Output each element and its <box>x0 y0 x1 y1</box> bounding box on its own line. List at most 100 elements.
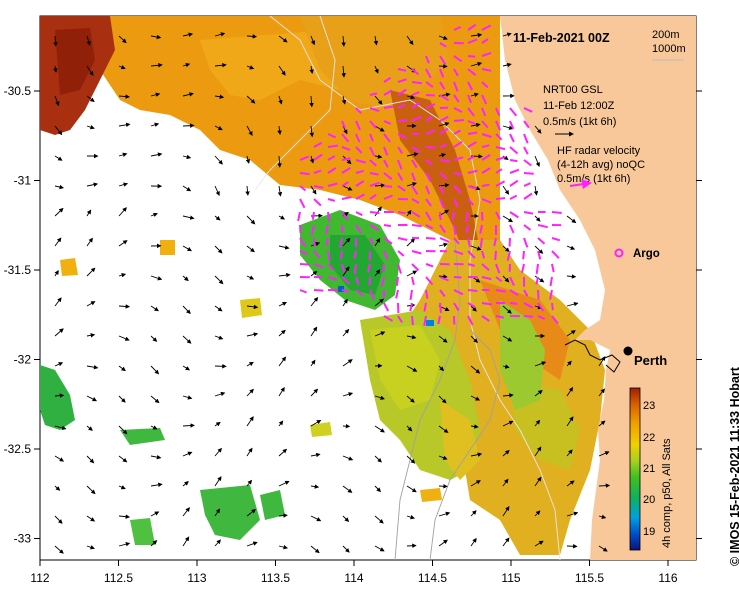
model-arrow <box>118 240 128 247</box>
radar-arrow <box>325 224 329 235</box>
model-arrow <box>470 61 483 67</box>
model-arrow <box>86 515 96 522</box>
radar-arrow <box>551 211 562 214</box>
radar-arrow <box>481 68 492 72</box>
model-arrow <box>86 395 98 402</box>
model-arrow <box>438 153 446 158</box>
model-arrow <box>182 62 191 68</box>
model-arrow <box>182 32 194 37</box>
radar-arrow <box>481 315 490 322</box>
model-arrow <box>341 95 347 105</box>
model-arrow <box>278 448 288 457</box>
radar-arrow <box>411 185 419 195</box>
radar-arrow <box>467 289 478 292</box>
radar-arrow <box>380 276 385 287</box>
model-arrow <box>374 65 379 74</box>
radar-arrow <box>439 68 445 78</box>
radar-arrow <box>509 133 515 143</box>
radar-arrow <box>397 211 406 215</box>
radar-arrow <box>467 94 473 104</box>
radar-arrow <box>453 224 457 235</box>
model-arrow <box>118 335 130 341</box>
radar-arrow <box>411 115 422 122</box>
radar-arrow <box>537 315 546 320</box>
model-arrow <box>278 386 285 397</box>
model-arrow <box>470 395 481 401</box>
radar-arrow <box>383 146 389 156</box>
model-arrow <box>374 545 385 552</box>
radar-arrow <box>299 224 302 234</box>
radar-arrow <box>453 68 459 77</box>
radar-arrow <box>425 159 433 166</box>
model-arrow <box>214 305 223 312</box>
model-arrow <box>342 298 348 307</box>
model-arrow <box>566 330 576 337</box>
model-arrow <box>182 275 189 282</box>
model-arrow <box>470 510 477 517</box>
radar-arrow <box>495 211 501 220</box>
radar-arrow <box>451 211 455 221</box>
radar-arrow <box>397 119 408 122</box>
radar-arrow <box>495 289 506 293</box>
radar-arrow <box>397 78 407 83</box>
radar-arrow <box>411 172 416 182</box>
model-arrow <box>118 65 126 70</box>
radar-arrow <box>383 315 393 322</box>
model-arrow <box>118 152 128 157</box>
radar-arrow <box>453 129 461 135</box>
model-arrow <box>182 154 192 160</box>
model-arrow <box>470 245 482 251</box>
model-arrow <box>598 451 610 457</box>
colorbar-tick: 22 <box>643 432 655 444</box>
radar-arrow <box>411 224 422 228</box>
radar-arrow <box>355 224 362 234</box>
radar-arrow <box>311 224 315 235</box>
radar-arrow <box>523 237 529 248</box>
model-arrow <box>53 35 58 47</box>
radar-arrow <box>522 250 525 260</box>
radar-arrow <box>425 55 430 64</box>
x-tick-label: 115 <box>501 571 520 585</box>
model-arrow <box>373 35 379 46</box>
x-tick-label: 112 <box>30 571 49 585</box>
radar-arrow <box>327 133 337 139</box>
model-arrow <box>533 185 539 196</box>
radar-arrow <box>341 166 351 174</box>
radar-arrow <box>425 185 431 195</box>
model-arrow <box>502 420 514 427</box>
radar-arrow <box>313 263 324 269</box>
model-arrow <box>502 245 510 253</box>
model-arrow <box>118 365 126 372</box>
radar-arrow <box>341 276 350 285</box>
radar-arrow <box>439 127 449 135</box>
radar-arrow <box>509 276 515 287</box>
model-arrow <box>406 485 417 493</box>
radar-arrow <box>341 196 352 200</box>
model-arrow <box>566 511 579 517</box>
radar-arrow <box>437 315 441 325</box>
model-arrow <box>214 125 223 131</box>
radar-arrow <box>299 198 306 209</box>
model-arrow <box>54 237 62 247</box>
model-arrow <box>86 301 96 307</box>
model-arrow <box>502 364 510 369</box>
model-arrow <box>118 182 129 187</box>
model-arrow <box>246 541 258 547</box>
radar-arrow <box>397 103 405 109</box>
radar-arrow <box>453 94 460 103</box>
radar-arrow <box>355 169 364 174</box>
model-arrow <box>246 479 253 487</box>
radar-arrow <box>481 250 486 259</box>
radar-arrow <box>495 276 503 283</box>
model-arrow <box>374 455 382 463</box>
radar-arrow <box>383 250 389 260</box>
model-arrow <box>278 420 284 427</box>
radar-arrow <box>383 237 393 245</box>
radar-arrow <box>425 115 433 122</box>
radar-arrow <box>411 146 421 154</box>
radar-arrow <box>341 181 349 187</box>
radar-arrow <box>369 172 379 176</box>
model-arrow <box>214 391 226 397</box>
radar-arrow <box>369 193 377 200</box>
